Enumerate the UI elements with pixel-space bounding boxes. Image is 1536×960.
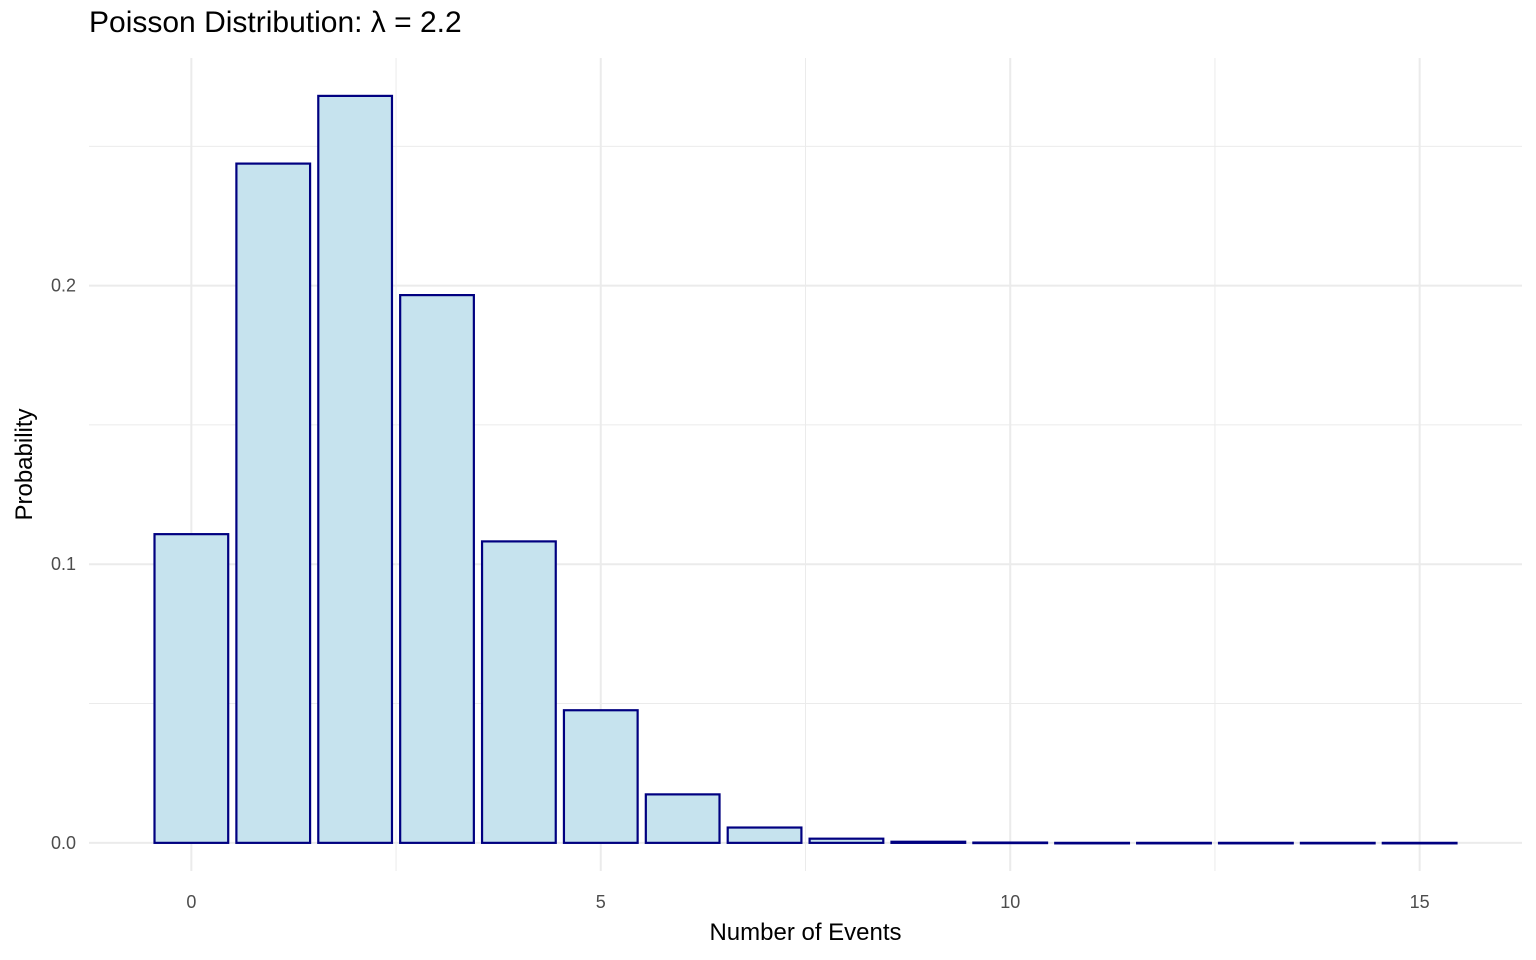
bar bbox=[1136, 841, 1212, 845]
y-tick-label: 0.0 bbox=[51, 833, 76, 853]
bars bbox=[153, 94, 1458, 845]
bar bbox=[1381, 841, 1458, 845]
bar bbox=[235, 162, 312, 844]
y-tick-label: 0.2 bbox=[51, 276, 76, 296]
x-tick-label: 15 bbox=[1410, 892, 1430, 912]
x-tick-labels: 0 5 10 15 bbox=[186, 892, 1429, 912]
bar bbox=[890, 840, 967, 844]
bar bbox=[317, 94, 394, 844]
bar bbox=[1054, 841, 1131, 845]
x-tick-label: 0 bbox=[186, 892, 196, 912]
bar bbox=[1299, 841, 1376, 845]
x-tick-label: 10 bbox=[1000, 892, 1020, 912]
bar bbox=[726, 826, 803, 844]
y-tick-labels: 0.0 0.1 0.2 bbox=[51, 276, 76, 853]
bar bbox=[562, 709, 639, 844]
chart-title: Poisson Distribution: λ = 2.2 bbox=[89, 6, 462, 39]
bar bbox=[808, 837, 885, 844]
bar bbox=[480, 540, 557, 844]
x-tick-label: 5 bbox=[596, 892, 606, 912]
bar bbox=[1217, 841, 1294, 845]
y-axis-title: Probability bbox=[11, 408, 38, 520]
bar bbox=[972, 841, 1049, 845]
bar bbox=[399, 294, 475, 844]
x-axis-title: Number of Events bbox=[709, 919, 901, 946]
bar bbox=[644, 793, 721, 844]
y-tick-label: 0.1 bbox=[51, 554, 76, 574]
bar bbox=[153, 533, 230, 844]
